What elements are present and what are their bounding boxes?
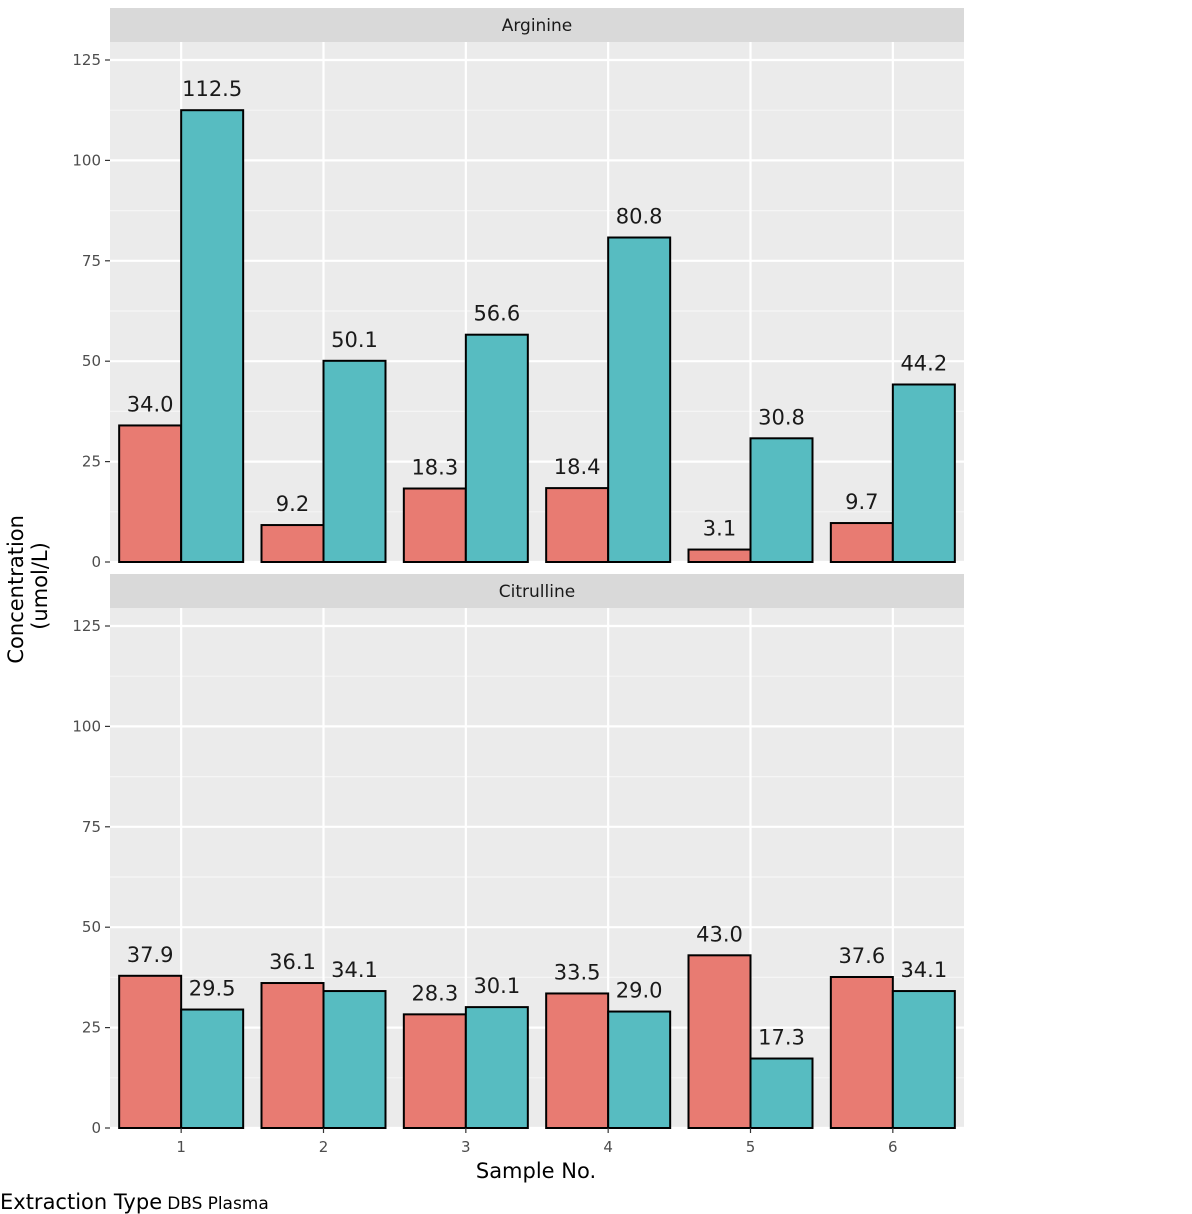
bar-label: 34.1: [331, 958, 378, 982]
strip-arginine: [110, 8, 964, 42]
y-tick-label: 0: [91, 1119, 101, 1137]
x-tick-label: 2: [319, 1138, 329, 1156]
y-tick-label: 0: [91, 553, 101, 571]
legend-title: Extraction Type: [0, 1190, 163, 1214]
y-tick-label: 125: [72, 617, 101, 635]
bar-label: 30.1: [473, 974, 520, 998]
bar-citrulline-plasma-3: [464, 1006, 529, 1130]
y-axis-title: Concentration (umol/L): [4, 508, 52, 663]
bar-label: 3.1: [703, 517, 736, 541]
bar-label: 43.0: [696, 922, 743, 946]
panel-background-arginine: [110, 42, 964, 562]
bar-label: 56.6: [473, 302, 520, 326]
bar-label: 37.9: [127, 943, 174, 967]
y-tick-label: 125: [72, 51, 101, 69]
bar-citrulline-dbs-5: [687, 954, 752, 1130]
legend-label-dbs: DBS: [167, 1194, 203, 1214]
x-axis-title: Sample No.: [476, 1159, 596, 1183]
bar-arginine-dbs-6: [829, 522, 894, 563]
bar-citrulline-dbs-2: [260, 982, 325, 1129]
bar-citrulline-plasma-4: [607, 1010, 672, 1130]
bar-arginine-plasma-1: [180, 109, 245, 563]
bar-arginine-dbs-2: [260, 524, 325, 563]
bar-arginine-dbs-3: [402, 487, 467, 563]
y-tick-label: 25: [82, 1019, 101, 1037]
x-tick-label: 4: [603, 1138, 613, 1156]
bar-citrulline-dbs-3: [402, 1013, 467, 1130]
bar-citrulline-plasma-2: [322, 990, 387, 1129]
bar-label: 36.1: [269, 950, 316, 974]
bar-label: 29.5: [189, 977, 236, 1001]
bar-arginine-dbs-5: [687, 548, 752, 564]
y-tick-label: 75: [82, 252, 101, 270]
legend: Extraction Type DBS Plasma: [0, 1190, 269, 1214]
y-tick-label: 50: [82, 352, 101, 370]
bar-label: 34.0: [127, 392, 174, 416]
x-tick-label: 3: [461, 1138, 471, 1156]
y-tick-label: 100: [72, 717, 101, 735]
bar-label: 28.3: [411, 981, 458, 1005]
bar-label: 34.1: [900, 958, 947, 982]
y-tick-label: 25: [82, 453, 101, 471]
y-tick-label: 100: [72, 151, 101, 169]
bar-arginine-plasma-3: [464, 333, 529, 563]
strip-label-arginine: Arginine: [502, 16, 573, 36]
bar-label: 33.5: [554, 960, 601, 984]
x-tick-label: 5: [746, 1138, 756, 1156]
bar-label: 9.7: [845, 490, 878, 514]
x-tick-label: 1: [176, 1138, 186, 1156]
panel-arginine: Arginine 0 25 50 75 100 125 34.0 9.2 18.3 18.4 3.1 9…: [72, 8, 964, 571]
bar-arginine-plasma-5: [749, 437, 814, 563]
bar-label: 37.6: [838, 944, 885, 968]
bar-citrulline-dbs-6: [829, 975, 894, 1130]
bar-arginine-dbs-1: [118, 424, 183, 563]
bar-citrulline-dbs-4: [545, 992, 610, 1129]
bar-label: 17.3: [758, 1026, 805, 1050]
y-axis-title-line-1: Concentration: [4, 515, 28, 664]
bar-citrulline-plasma-5: [749, 1057, 814, 1129]
bar-arginine-dbs-4: [545, 487, 610, 563]
x-tick-label: 6: [888, 1138, 898, 1156]
strip-citrulline: [110, 574, 964, 608]
legend-label-plasma: Plasma: [207, 1194, 269, 1214]
strip-label-citrulline: Citrulline: [499, 582, 575, 602]
bar-arginine-plasma-2: [322, 359, 387, 563]
bar-citrulline-plasma-6: [891, 990, 956, 1129]
bar-label: 18.4: [554, 455, 601, 479]
bar-label: 29.0: [616, 979, 663, 1003]
bar-label: 30.8: [758, 405, 805, 429]
y-tick-label: 75: [82, 818, 101, 836]
bar-citrulline-dbs-1: [118, 974, 183, 1129]
bar-label: 18.3: [411, 456, 458, 480]
y-tick-label: 50: [82, 918, 101, 936]
bar-label: 44.2: [900, 351, 947, 375]
bar-label: 112.5: [182, 77, 242, 101]
bar-arginine-plasma-4: [607, 236, 672, 563]
bar-label: 9.2: [276, 492, 309, 516]
bar-arginine-plasma-6: [891, 383, 956, 563]
bar-citrulline-plasma-1: [180, 1008, 245, 1130]
panel-background-citrulline: [110, 608, 964, 1128]
bar-label: 80.8: [616, 205, 663, 229]
y-axis-title-line-2: (umol/L): [28, 542, 52, 630]
bar-label: 50.1: [331, 328, 378, 352]
